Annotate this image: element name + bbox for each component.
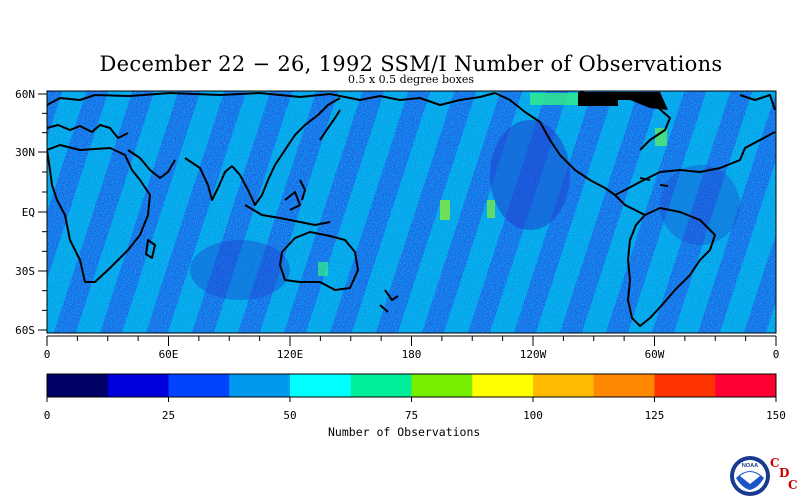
latitude-labels: 60N 30N EQ 30S 60S <box>15 88 35 337</box>
colorbar-swatch <box>654 374 716 397</box>
colorbar-swatch <box>107 374 169 397</box>
lat-label: 30S <box>15 265 35 278</box>
madagascar-coast <box>145 239 156 259</box>
observation-field <box>47 91 776 333</box>
latitude-ticks <box>38 93 47 331</box>
eurasia-coast <box>47 92 496 106</box>
india-coast <box>184 157 233 201</box>
lon-label: 60E <box>159 348 179 361</box>
colorbar-tick-label: 125 <box>645 409 665 422</box>
east-asia-coast <box>231 97 341 206</box>
longitude-labels: 0 60E 120E 180 120W 60W 0 <box>44 348 780 361</box>
colorbar-swatch <box>411 374 473 397</box>
japan-coast <box>319 109 341 141</box>
new-zealand-coast <box>379 289 399 313</box>
colorbar-swatch <box>168 374 230 397</box>
lon-label: 120W <box>520 348 547 361</box>
arabia-coast <box>127 149 176 179</box>
lat-label: EQ <box>22 206 35 219</box>
longitude-ticks <box>46 336 777 346</box>
europe-coast <box>47 124 129 139</box>
north-america-coast <box>494 92 776 196</box>
australia-coast <box>279 231 359 291</box>
africa-coast <box>47 144 151 283</box>
noaa-logo-icon: NOAA <box>730 456 770 496</box>
colorbar-swatch <box>290 374 352 397</box>
central-america-coast <box>614 194 646 216</box>
lon-label: 180 <box>402 348 422 361</box>
colorbar-tick-label: 100 <box>523 409 543 422</box>
lon-label: 0 <box>773 348 780 361</box>
colorbar-swatch <box>47 374 109 397</box>
colorbar-swatch <box>715 374 777 397</box>
philippines-coast <box>299 179 306 201</box>
colorbar-swatch <box>229 374 291 397</box>
cdc-letter-3: C <box>788 478 798 492</box>
colorbar-swatch <box>350 374 412 397</box>
lon-label: 120E <box>277 348 304 361</box>
cdc-letter-1: C <box>770 456 780 470</box>
coastlines <box>47 91 776 327</box>
colorbar-tick-label: 50 <box>283 409 296 422</box>
colorbar-tick-label: 150 <box>766 409 786 422</box>
caribbean-islands <box>639 177 669 187</box>
colorbar-tick-label: 25 <box>162 409 175 422</box>
south-america-coast <box>627 207 716 327</box>
colorbar-title: Number of Observations <box>328 425 481 439</box>
colorbar-tick-label: 75 <box>405 409 418 422</box>
map-subtitle: 0.5 x 0.5 degree boxes <box>347 73 475 86</box>
map-title: December 22 − 26, 1992 SSM/I Number of O… <box>99 52 723 76</box>
lon-label: 0 <box>44 348 51 361</box>
cdc-letter-2: D <box>779 466 790 480</box>
lon-label: 60W <box>645 348 665 361</box>
colorbar-labels: 0 25 50 75 100 125 150 <box>44 397 786 422</box>
lat-label: 60S <box>15 324 35 337</box>
canada-coast <box>739 94 776 111</box>
colorbar-tick-label: 0 <box>44 409 51 422</box>
colorbar <box>46 373 777 398</box>
indonesia-coast <box>244 191 331 226</box>
colorbar-swatch <box>593 374 655 397</box>
lat-label: 60N <box>15 88 35 101</box>
lat-label: 30N <box>15 146 35 159</box>
colorbar-swatch <box>472 374 534 397</box>
alaska-land <box>590 92 668 110</box>
noaa-logo-text: NOAA <box>742 463 758 469</box>
colorbar-swatch <box>533 374 595 397</box>
